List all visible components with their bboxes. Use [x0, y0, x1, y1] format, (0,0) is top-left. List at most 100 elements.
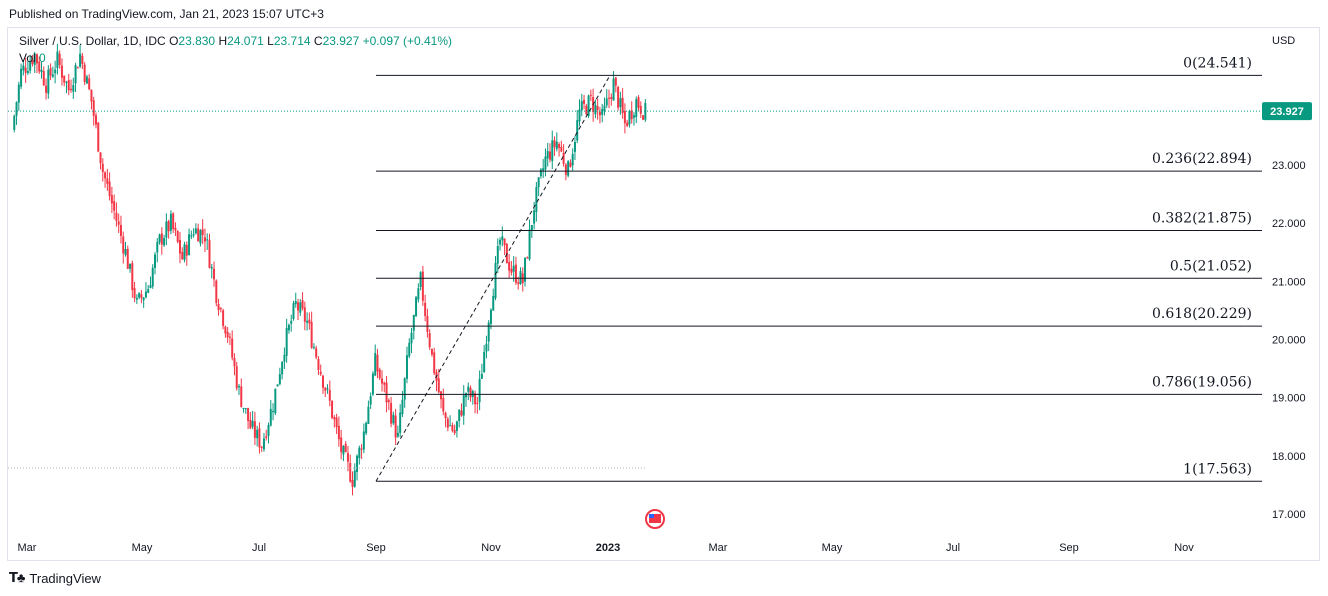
- open-label: O: [169, 34, 179, 48]
- candle-body: [106, 178, 109, 184]
- candle-body: [92, 100, 95, 116]
- fib-level-label: 1(17.563): [1183, 461, 1252, 477]
- candle-body: [13, 115, 16, 130]
- candle-body: [283, 354, 286, 362]
- published-caption: Published on TradingView.com, Jan 21, 20…: [9, 7, 324, 21]
- candle-body: [222, 310, 225, 326]
- candle-body: [417, 288, 420, 300]
- candle-body: [405, 355, 408, 379]
- candle-body: [56, 51, 59, 68]
- fib-level-label: 0.618(20.229): [1152, 306, 1252, 322]
- high-value: 24.071: [227, 34, 264, 48]
- candle-body: [90, 89, 93, 102]
- candle-body: [544, 156, 547, 170]
- time-tick-label: Mar: [18, 542, 37, 554]
- candle-body: [573, 142, 576, 152]
- candle-body: [65, 81, 68, 83]
- low-label: L: [267, 34, 274, 48]
- candle-body: [533, 210, 536, 224]
- candle-body: [262, 438, 265, 450]
- time-tick-label: Nov: [481, 542, 501, 554]
- exchange: IDC: [145, 34, 166, 48]
- candle-body: [399, 412, 402, 433]
- candle-body: [70, 88, 73, 91]
- price-tick-label: 22.000: [1272, 218, 1306, 230]
- candle-body: [428, 333, 431, 348]
- chart-frame: [7, 27, 1320, 561]
- candle-body: [319, 371, 322, 375]
- time-axis: Mar May Jul Sep Nov 2023 Mar May Jul Sep Nov: [18, 542, 1195, 554]
- candle-body: [478, 378, 481, 403]
- candle-body: [576, 120, 579, 141]
- candle-body: [524, 257, 527, 282]
- candle-body: [147, 289, 150, 293]
- candle-body: [194, 228, 197, 234]
- candle-body: [274, 388, 277, 414]
- candle-body: [149, 285, 152, 289]
- candle-body: [238, 386, 240, 388]
- candle-body: [394, 415, 397, 438]
- volume-value: 0: [39, 51, 46, 65]
- candle-body: [571, 153, 574, 166]
- candle-body: [233, 357, 236, 367]
- candle-body: [79, 53, 82, 67]
- candle-body: [251, 420, 254, 427]
- candle-body: [546, 150, 549, 159]
- candle-body: [303, 307, 306, 322]
- candle-body: [45, 85, 48, 93]
- candle-body: [260, 446, 263, 448]
- candle-body: [160, 233, 163, 245]
- candle-body: [530, 225, 533, 231]
- candle-body: [306, 320, 309, 323]
- candle-body: [333, 417, 336, 420]
- candle-body: [360, 448, 363, 450]
- candle-body: [548, 151, 551, 160]
- candle-body: [213, 268, 216, 280]
- candle-body: [619, 98, 622, 107]
- candle-body: [514, 264, 517, 283]
- price-tick-label: 19.000: [1272, 393, 1306, 405]
- candle-body: [542, 168, 545, 171]
- candle-body: [256, 429, 259, 439]
- candle-body: [449, 425, 452, 427]
- candle-body: [328, 390, 331, 401]
- candle-body: [151, 267, 154, 287]
- candle-body: [144, 291, 147, 298]
- candle-body: [326, 388, 329, 390]
- candle-body: [217, 304, 220, 311]
- footer[interactable]: 𝗧♣ TradingView: [9, 570, 101, 586]
- candle-body: [598, 111, 601, 116]
- candle-body: [101, 163, 104, 173]
- candle-body: [440, 391, 443, 400]
- us-flag-event-icon: [645, 509, 665, 529]
- candle-body: [267, 425, 270, 436]
- candle-body: [272, 410, 275, 412]
- candle-body: [97, 122, 100, 152]
- candle-body: [17, 84, 20, 103]
- candle-body: [88, 78, 91, 90]
- candle-body: [610, 97, 613, 100]
- candle-body: [76, 67, 79, 69]
- candle-body: [206, 239, 209, 241]
- candle-body: [385, 382, 388, 403]
- candle-body: [362, 431, 365, 450]
- candle-body: [154, 254, 157, 268]
- candle-body: [199, 230, 202, 244]
- candle-body: [278, 374, 281, 385]
- candle-body: [583, 99, 586, 104]
- candle-body: [190, 235, 193, 237]
- candle-body: [99, 152, 102, 164]
- candle-body: [135, 297, 138, 300]
- fib-level-label: 0.236(22.894): [1152, 151, 1252, 167]
- candle-body: [67, 80, 70, 91]
- candle-body: [367, 406, 370, 424]
- fib-level-label: 0(24.541): [1183, 55, 1252, 71]
- candle-body: [285, 328, 288, 356]
- candle-body: [494, 263, 497, 299]
- candle-body: [558, 144, 561, 148]
- time-tick-label: Mar: [709, 542, 728, 554]
- candle-body: [387, 400, 390, 403]
- candle-body: [321, 375, 324, 388]
- time-tick-label: 2023: [596, 542, 620, 554]
